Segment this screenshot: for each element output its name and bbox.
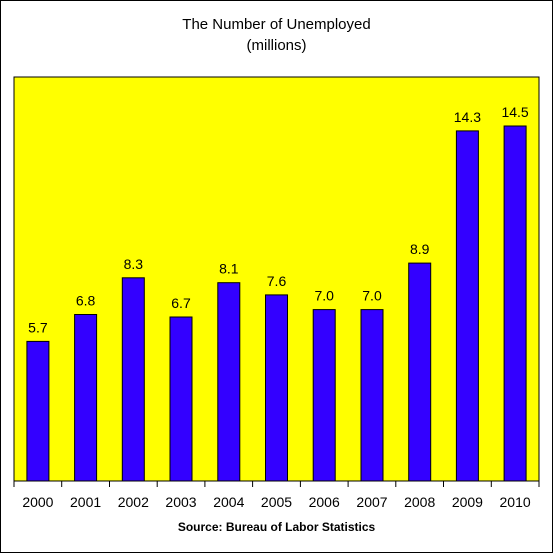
x-tick-label-2006: 2006 — [309, 494, 340, 510]
bar-2010 — [503, 125, 527, 482]
x-tick-label-2009: 2009 — [452, 494, 483, 510]
chart-subtitle: (millions) — [246, 37, 307, 54]
data-label-2007: 7.0 — [362, 288, 382, 304]
data-label-2001: 6.8 — [76, 293, 96, 309]
data-label-2004: 8.1 — [219, 261, 239, 277]
x-tick-label-2005: 2005 — [261, 494, 292, 510]
x-tick-label-2010: 2010 — [500, 494, 531, 510]
x-tick-labels-group: 2000 2001 2002 2003 2004 2005 2006 2007 2008 2009… — [22, 494, 531, 510]
source-note: Source: Bureau of Labor Statistics — [177, 520, 376, 534]
data-label-2006: 7.0 — [314, 288, 334, 304]
bar-2007 — [360, 309, 384, 482]
x-tick-label-2002: 2002 — [118, 494, 149, 510]
x-tick-label-2007: 2007 — [356, 494, 387, 510]
x-tick-label-2008: 2008 — [404, 494, 435, 510]
x-ticks-group — [13, 481, 540, 487]
data-label-2009: 14.3 — [454, 109, 481, 125]
data-label-2010: 14.5 — [501, 104, 528, 120]
data-label-2008: 8.9 — [410, 241, 430, 257]
data-label-2002: 8.3 — [124, 256, 144, 272]
x-tick-label-2003: 2003 — [165, 494, 196, 510]
data-label-2000: 5.7 — [28, 319, 48, 335]
bar-2008 — [408, 262, 432, 482]
x-tick-label-2000: 2000 — [22, 494, 53, 510]
x-tick-label-2001: 2001 — [70, 494, 101, 510]
bar-2000 — [26, 340, 50, 482]
bar-2001 — [74, 314, 98, 482]
data-label-2003: 6.7 — [171, 295, 191, 311]
bar-2002 — [121, 277, 145, 482]
data-label-2005: 7.6 — [267, 273, 287, 289]
chart-title: The Number of Unemployed — [182, 16, 371, 33]
bar-2004 — [217, 282, 241, 482]
bar-2006 — [312, 309, 336, 482]
bars-group — [26, 125, 527, 482]
bar-2009 — [455, 130, 479, 482]
data-labels-group: 5.7 6.8 8.3 6.7 8.1 7.6 7.0 7.0 8.9 14.3 14.5 — [28, 104, 529, 335]
bar-2005 — [265, 294, 288, 482]
bar-2003 — [169, 316, 193, 482]
x-tick-label-2004: 2004 — [213, 494, 244, 510]
